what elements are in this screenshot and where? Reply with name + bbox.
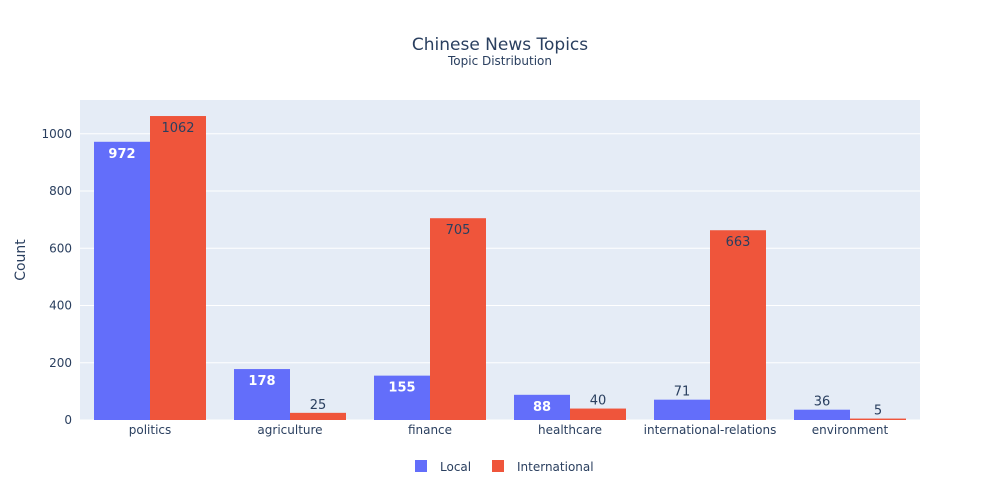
y-tick-label: 800 (49, 184, 72, 198)
x-tick-label: environment (812, 423, 889, 437)
x-axis: politics agriculture finance healthcare inte… (129, 423, 889, 437)
data-label: 36 (814, 395, 831, 410)
legend-label: International (517, 460, 594, 474)
x-tick-label: agriculture (257, 423, 322, 437)
legend-label: Local (440, 460, 471, 474)
y-tick-label: 400 (49, 299, 72, 313)
data-label: 178 (248, 374, 275, 389)
y-axis: 0 200 400 600 800 1000 (41, 127, 72, 427)
x-tick-label: healthcare (538, 423, 602, 437)
x-tick-label: international-relations (644, 423, 777, 437)
bar-international-international-relations (710, 230, 766, 420)
chart-title: Chinese News Topics (412, 35, 588, 55)
bar-international-finance (430, 218, 486, 420)
data-label: 88 (533, 400, 551, 415)
bar-local-finance (374, 375, 430, 420)
x-tick-label: finance (408, 423, 452, 437)
gridlines (80, 133, 920, 421)
data-label: 5 (874, 404, 882, 419)
data-label: 705 (446, 223, 471, 238)
data-label: 25 (310, 398, 327, 413)
bar-local-agriculture (234, 369, 290, 420)
data-label: 1062 (161, 121, 194, 136)
data-labels: 972 1062 178 25 155 705 88 40 71 663 36 5 (108, 121, 882, 419)
data-label: 155 (388, 381, 415, 396)
legend-swatch (492, 460, 504, 472)
data-label: 663 (726, 235, 751, 250)
x-tick-label: politics (129, 423, 172, 437)
legend: Local International (415, 460, 594, 474)
bar-international-environment (850, 418, 906, 420)
legend-item-local[interactable]: Local (415, 460, 471, 474)
y-tick-label: 600 (49, 241, 72, 255)
plot-area (80, 100, 920, 420)
y-tick-label: 1000 (41, 127, 72, 141)
bar-local-politics (94, 141, 150, 420)
bar-international-politics (150, 116, 206, 420)
y-axis-title: Count (13, 239, 29, 281)
legend-item-international[interactable]: International (492, 460, 594, 474)
y-tick-label: 0 (64, 413, 72, 427)
bar-international-healthcare (570, 408, 626, 420)
bar-local-environment (794, 409, 850, 420)
data-label: 71 (674, 385, 691, 400)
y-tick-label: 200 (49, 356, 72, 370)
bar-local-international-relations (654, 399, 710, 420)
bar-international-agriculture (290, 412, 346, 420)
data-label: 972 (108, 147, 135, 162)
chart-subtitle: Topic Distribution (447, 54, 552, 68)
data-label: 40 (590, 394, 607, 409)
bars (94, 116, 906, 420)
bar-local-healthcare (514, 394, 570, 420)
legend-swatch (415, 460, 427, 472)
